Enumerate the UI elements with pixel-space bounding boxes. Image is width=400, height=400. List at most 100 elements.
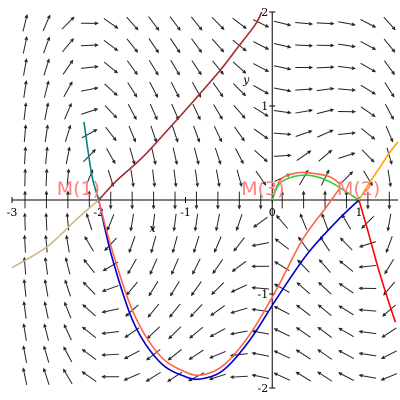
field-arrow-shaft [338,327,354,338]
field-arrow-head [382,312,387,317]
field-arrow [150,125,158,143]
field-arrow-shaft [233,104,246,119]
field-arrow [193,213,199,232]
field-arrow-head [229,375,235,379]
field-arrow-head [124,334,129,338]
field-arrow-shaft [318,327,333,338]
field-arrow [361,149,375,163]
field-arrow-head [45,124,50,129]
field-arrow [65,146,71,165]
field-arrow-shaft [42,15,51,32]
field-arrow-shaft [252,19,269,28]
field-arrow-shaft [63,324,72,341]
field-arrow-shaft [173,213,177,231]
field-arrow-shaft [253,41,269,50]
field-arrow-shaft [148,16,160,31]
field-arrow-head [82,304,87,309]
field-arrow-shaft [63,347,73,363]
field-arrow-head [145,378,150,382]
field-arrow-head [308,108,313,113]
field-arrow-shaft [299,214,308,231]
field-arrow-head [240,160,244,165]
field-arrow-shaft [317,349,333,360]
field-arrow-head [93,108,99,112]
field-arrow-head [83,258,88,263]
field-arrow-shaft [193,147,200,165]
field-arrow-shaft [297,259,310,273]
field-arrow-shaft [360,18,376,28]
field-arrow [169,303,181,318]
field-arrow-head [198,48,203,54]
field-arrow [123,350,140,360]
field-arrow-shaft [232,260,247,272]
field-arrow [360,18,377,28]
field-arrow [358,373,377,379]
field-arrow [360,40,377,50]
field-arrow-head [43,323,47,328]
field-arrow-head [106,226,111,231]
field-arrow-head [390,115,394,121]
field-arrow [316,87,335,92]
field-arrow-shaft [192,103,201,120]
field-arrow-head [391,48,396,53]
field-arrow-shaft [321,214,329,231]
field-arrow [338,350,355,360]
field-arrow-shaft [213,104,223,120]
field-arrow-shaft [210,328,226,337]
field-arrow-head [22,367,26,372]
field-arrow [64,301,72,319]
field-arrow [338,372,355,382]
field-arrow [212,259,224,275]
field-arrow [358,241,377,248]
field-arrow-shaft [23,59,27,76]
field-arrow [106,214,115,231]
field-arrow-shaft [167,371,183,382]
field-arrow [190,16,203,31]
field-arrow-shaft [338,43,355,48]
field-arrow-head [241,114,246,119]
field-arrow-head [43,345,47,350]
field-arrow [384,82,395,98]
field-arrow-head [155,49,159,54]
field-arrow-shaft [104,105,117,119]
field-arrow-head [196,160,200,166]
field-arrow-shaft [23,346,28,363]
field-arrow-shaft [82,371,97,382]
y-tick-label: -1 [258,288,269,301]
field-arrow-shaft [320,236,331,252]
field-arrow-shaft [170,60,180,75]
field-arrow [81,371,97,382]
field-arrow [151,213,156,232]
field-arrow-head [251,243,256,248]
field-arrow-shaft [273,132,291,135]
field-arrow-shaft [274,328,290,337]
field-arrow-head [133,71,138,76]
field-arrow-shaft [126,281,138,296]
field-arrow-shaft [102,331,120,335]
field-arrow-head [22,323,26,328]
field-arrow [126,38,139,53]
field-arrow-head [175,138,179,143]
field-arrow-head [295,349,300,354]
field-arrow-head [237,205,242,210]
field-arrow [22,345,28,363]
field-arrow-head [101,331,106,336]
field-arrow-head [219,115,223,120]
field-arrow [23,146,28,165]
field-arrow-shaft [296,304,311,316]
field-arrow-shaft [146,371,161,382]
field-arrow [382,304,396,317]
y-axis-title: y [242,73,250,86]
field-arrow [232,17,247,30]
field-arrow-shaft [209,350,226,359]
field-arrow-head [317,349,322,353]
field-arrow [273,153,292,158]
field-arrow [253,106,269,117]
field-arrow [251,286,270,290]
field-arrow [211,16,225,31]
field-arrow [210,305,225,317]
field-arrow [22,234,27,253]
field-arrow-shaft [194,213,199,231]
field-arrow [62,59,74,75]
field-arrow-shaft [106,148,116,164]
